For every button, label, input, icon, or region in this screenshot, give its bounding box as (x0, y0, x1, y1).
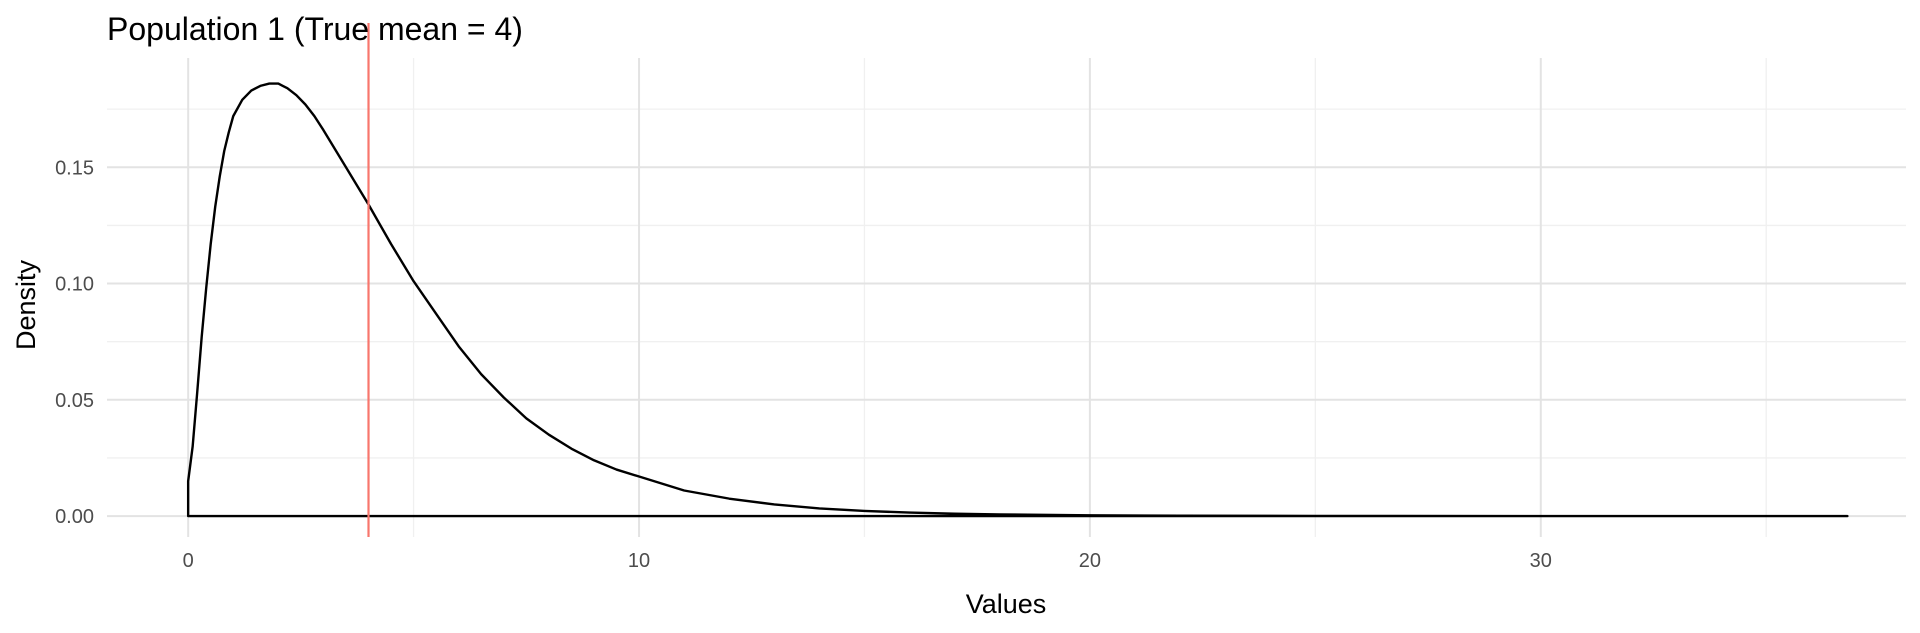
x-tick-label: 20 (1079, 550, 1101, 572)
x-tick-label: 10 (628, 550, 650, 572)
y-tick-label: 0.00 (55, 506, 94, 528)
chart-title: Population 1 (True mean = 4) (107, 11, 523, 47)
density-curve (186, 82, 1849, 518)
grid (107, 58, 1906, 537)
y-axis-ticks: 0.00 0.05 0.10 0.15 (55, 157, 94, 528)
x-axis-title: Values (966, 589, 1047, 619)
y-tick-label: 0.15 (55, 157, 94, 179)
y-tick-label: 0.05 (55, 390, 94, 412)
series-layer (186, 82, 1849, 518)
x-tick-label: 0 (183, 550, 194, 572)
x-axis-ticks: 0 10 20 30 (183, 550, 1552, 572)
y-tick-label: 0.10 (55, 274, 94, 296)
y-axis-title: Density (11, 259, 41, 350)
x-tick-label: 30 (1530, 550, 1552, 572)
